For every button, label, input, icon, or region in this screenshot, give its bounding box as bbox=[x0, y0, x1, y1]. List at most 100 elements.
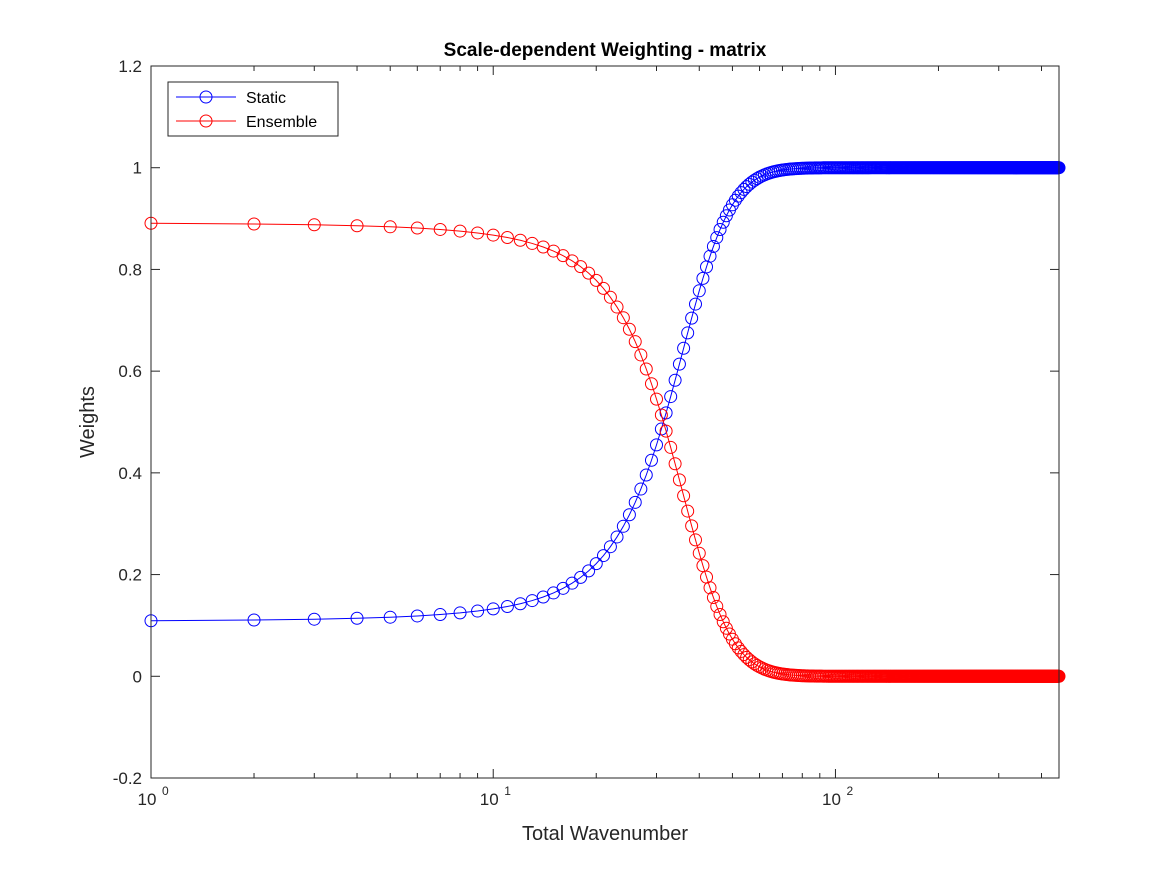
legend-label-static: Static bbox=[246, 90, 286, 107]
y-tick-label: 0.2 bbox=[118, 566, 142, 585]
data-point-ensemble bbox=[486, 228, 500, 242]
data-point-ensemble bbox=[689, 533, 702, 547]
data-point-ensemble bbox=[634, 348, 648, 362]
data-point-static bbox=[433, 608, 447, 622]
data-point-ensemble bbox=[737, 648, 751, 662]
data-point-ensemble bbox=[681, 504, 695, 518]
y-tick-label: 1.2 bbox=[118, 57, 142, 76]
data-point-static bbox=[383, 610, 397, 624]
data-point-static bbox=[500, 599, 514, 613]
data-point-ensemble bbox=[719, 621, 733, 635]
axes-box bbox=[150, 65, 1060, 779]
data-point-static bbox=[737, 182, 751, 196]
data-point-ensemble bbox=[589, 273, 603, 287]
data-point-ensemble bbox=[696, 559, 710, 573]
data-point-ensemble bbox=[659, 424, 673, 438]
data-point-static bbox=[696, 271, 710, 285]
data-point-static bbox=[471, 604, 485, 618]
data-point-static bbox=[616, 519, 630, 533]
data-point-ensemble bbox=[603, 290, 617, 304]
data-point-ensemble bbox=[644, 377, 658, 391]
data-point-static bbox=[410, 609, 424, 623]
data-point-ensemble bbox=[433, 222, 447, 236]
data-point-static bbox=[668, 373, 682, 387]
y-tick-label: 0 bbox=[133, 667, 142, 686]
data-point-static bbox=[247, 613, 261, 627]
data-point-static bbox=[597, 549, 610, 563]
data-point-static bbox=[574, 570, 588, 584]
data-point-ensemble bbox=[383, 220, 397, 234]
legend: Static Ensemble bbox=[167, 81, 339, 137]
data-point-ensemble bbox=[622, 322, 636, 336]
data-point-static bbox=[603, 540, 617, 554]
x-axis-label: Total Wavenumber bbox=[522, 823, 688, 845]
chart-title: Scale-dependent Weighting - matrix bbox=[444, 40, 767, 61]
data-point-ensemble bbox=[410, 221, 424, 235]
data-point-static bbox=[713, 223, 727, 237]
axis-ticks: -0.2 0 0.2 0.4 0.6 0.8 1 1.2 10 0 10 1 10 2 bbox=[113, 57, 1059, 809]
data-point-static bbox=[634, 482, 648, 496]
data-point-static bbox=[681, 326, 695, 340]
data-point-ensemble bbox=[716, 615, 730, 629]
data-point-static bbox=[307, 612, 321, 626]
data-point-static bbox=[740, 180, 754, 194]
data-point-ensemble bbox=[664, 440, 678, 454]
data-point-ensemble bbox=[616, 311, 630, 325]
data-point-ensemble bbox=[692, 546, 706, 560]
y-tick-label: 0.6 bbox=[118, 362, 142, 381]
data-point-static bbox=[703, 249, 717, 263]
y-tick-label: 1 bbox=[133, 159, 142, 178]
data-point-ensemble bbox=[677, 489, 691, 503]
data-point-ensemble bbox=[706, 591, 720, 605]
data-point-static bbox=[716, 215, 730, 229]
data-point-ensemble bbox=[672, 473, 686, 487]
data-point-ensemble bbox=[740, 650, 754, 664]
data-point-static bbox=[672, 357, 686, 371]
data-point-ensemble bbox=[710, 599, 724, 613]
y-tick-label: -0.2 bbox=[113, 769, 142, 788]
data-point-static bbox=[628, 495, 642, 509]
data-point-static bbox=[677, 341, 691, 355]
data-point-static bbox=[350, 611, 364, 625]
data-point-ensemble bbox=[668, 457, 682, 471]
data-point-static bbox=[644, 453, 658, 467]
data-point-ensemble bbox=[350, 219, 364, 233]
data-point-ensemble bbox=[654, 408, 668, 422]
data-point-ensemble bbox=[471, 226, 485, 240]
data-point-static bbox=[689, 297, 702, 311]
data-point-static bbox=[582, 564, 596, 578]
x-tick-label: 10 bbox=[138, 790, 157, 809]
legend-marker-static bbox=[199, 90, 213, 104]
data-point-static bbox=[650, 438, 664, 452]
data-point-ensemble bbox=[574, 260, 588, 274]
data-point-static bbox=[589, 557, 603, 571]
data-point-ensemble bbox=[597, 281, 610, 295]
x-tick-label: 10 bbox=[480, 790, 499, 809]
data-point-ensemble bbox=[582, 266, 596, 280]
data-point-ensemble bbox=[247, 217, 261, 231]
x-tick-exponent: 0 bbox=[162, 784, 169, 798]
data-point-ensemble bbox=[500, 231, 514, 245]
legend-box bbox=[167, 81, 339, 137]
data-point-ensemble bbox=[685, 519, 699, 533]
data-point-ensemble bbox=[453, 224, 467, 238]
data-point-static bbox=[622, 508, 636, 522]
x-tick-exponent: 1 bbox=[504, 784, 511, 798]
data-point-static bbox=[664, 390, 678, 404]
y-tick-label: 0.4 bbox=[118, 464, 142, 483]
data-point-static bbox=[639, 468, 653, 482]
data-point-ensemble bbox=[628, 335, 642, 349]
x-tick-label: 10 bbox=[822, 790, 841, 809]
data-point-ensemble bbox=[703, 581, 717, 595]
data-point-static bbox=[486, 602, 500, 616]
legend-marker-ensemble bbox=[199, 114, 213, 128]
y-axis-label: Weights bbox=[77, 386, 99, 458]
series-layer bbox=[144, 161, 1066, 683]
data-point-ensemble bbox=[513, 233, 527, 247]
data-point-static bbox=[513, 597, 527, 611]
plot-area bbox=[151, 66, 1059, 778]
data-point-static bbox=[710, 231, 724, 245]
x-tick-exponent: 2 bbox=[846, 784, 853, 798]
data-point-static bbox=[692, 284, 706, 298]
